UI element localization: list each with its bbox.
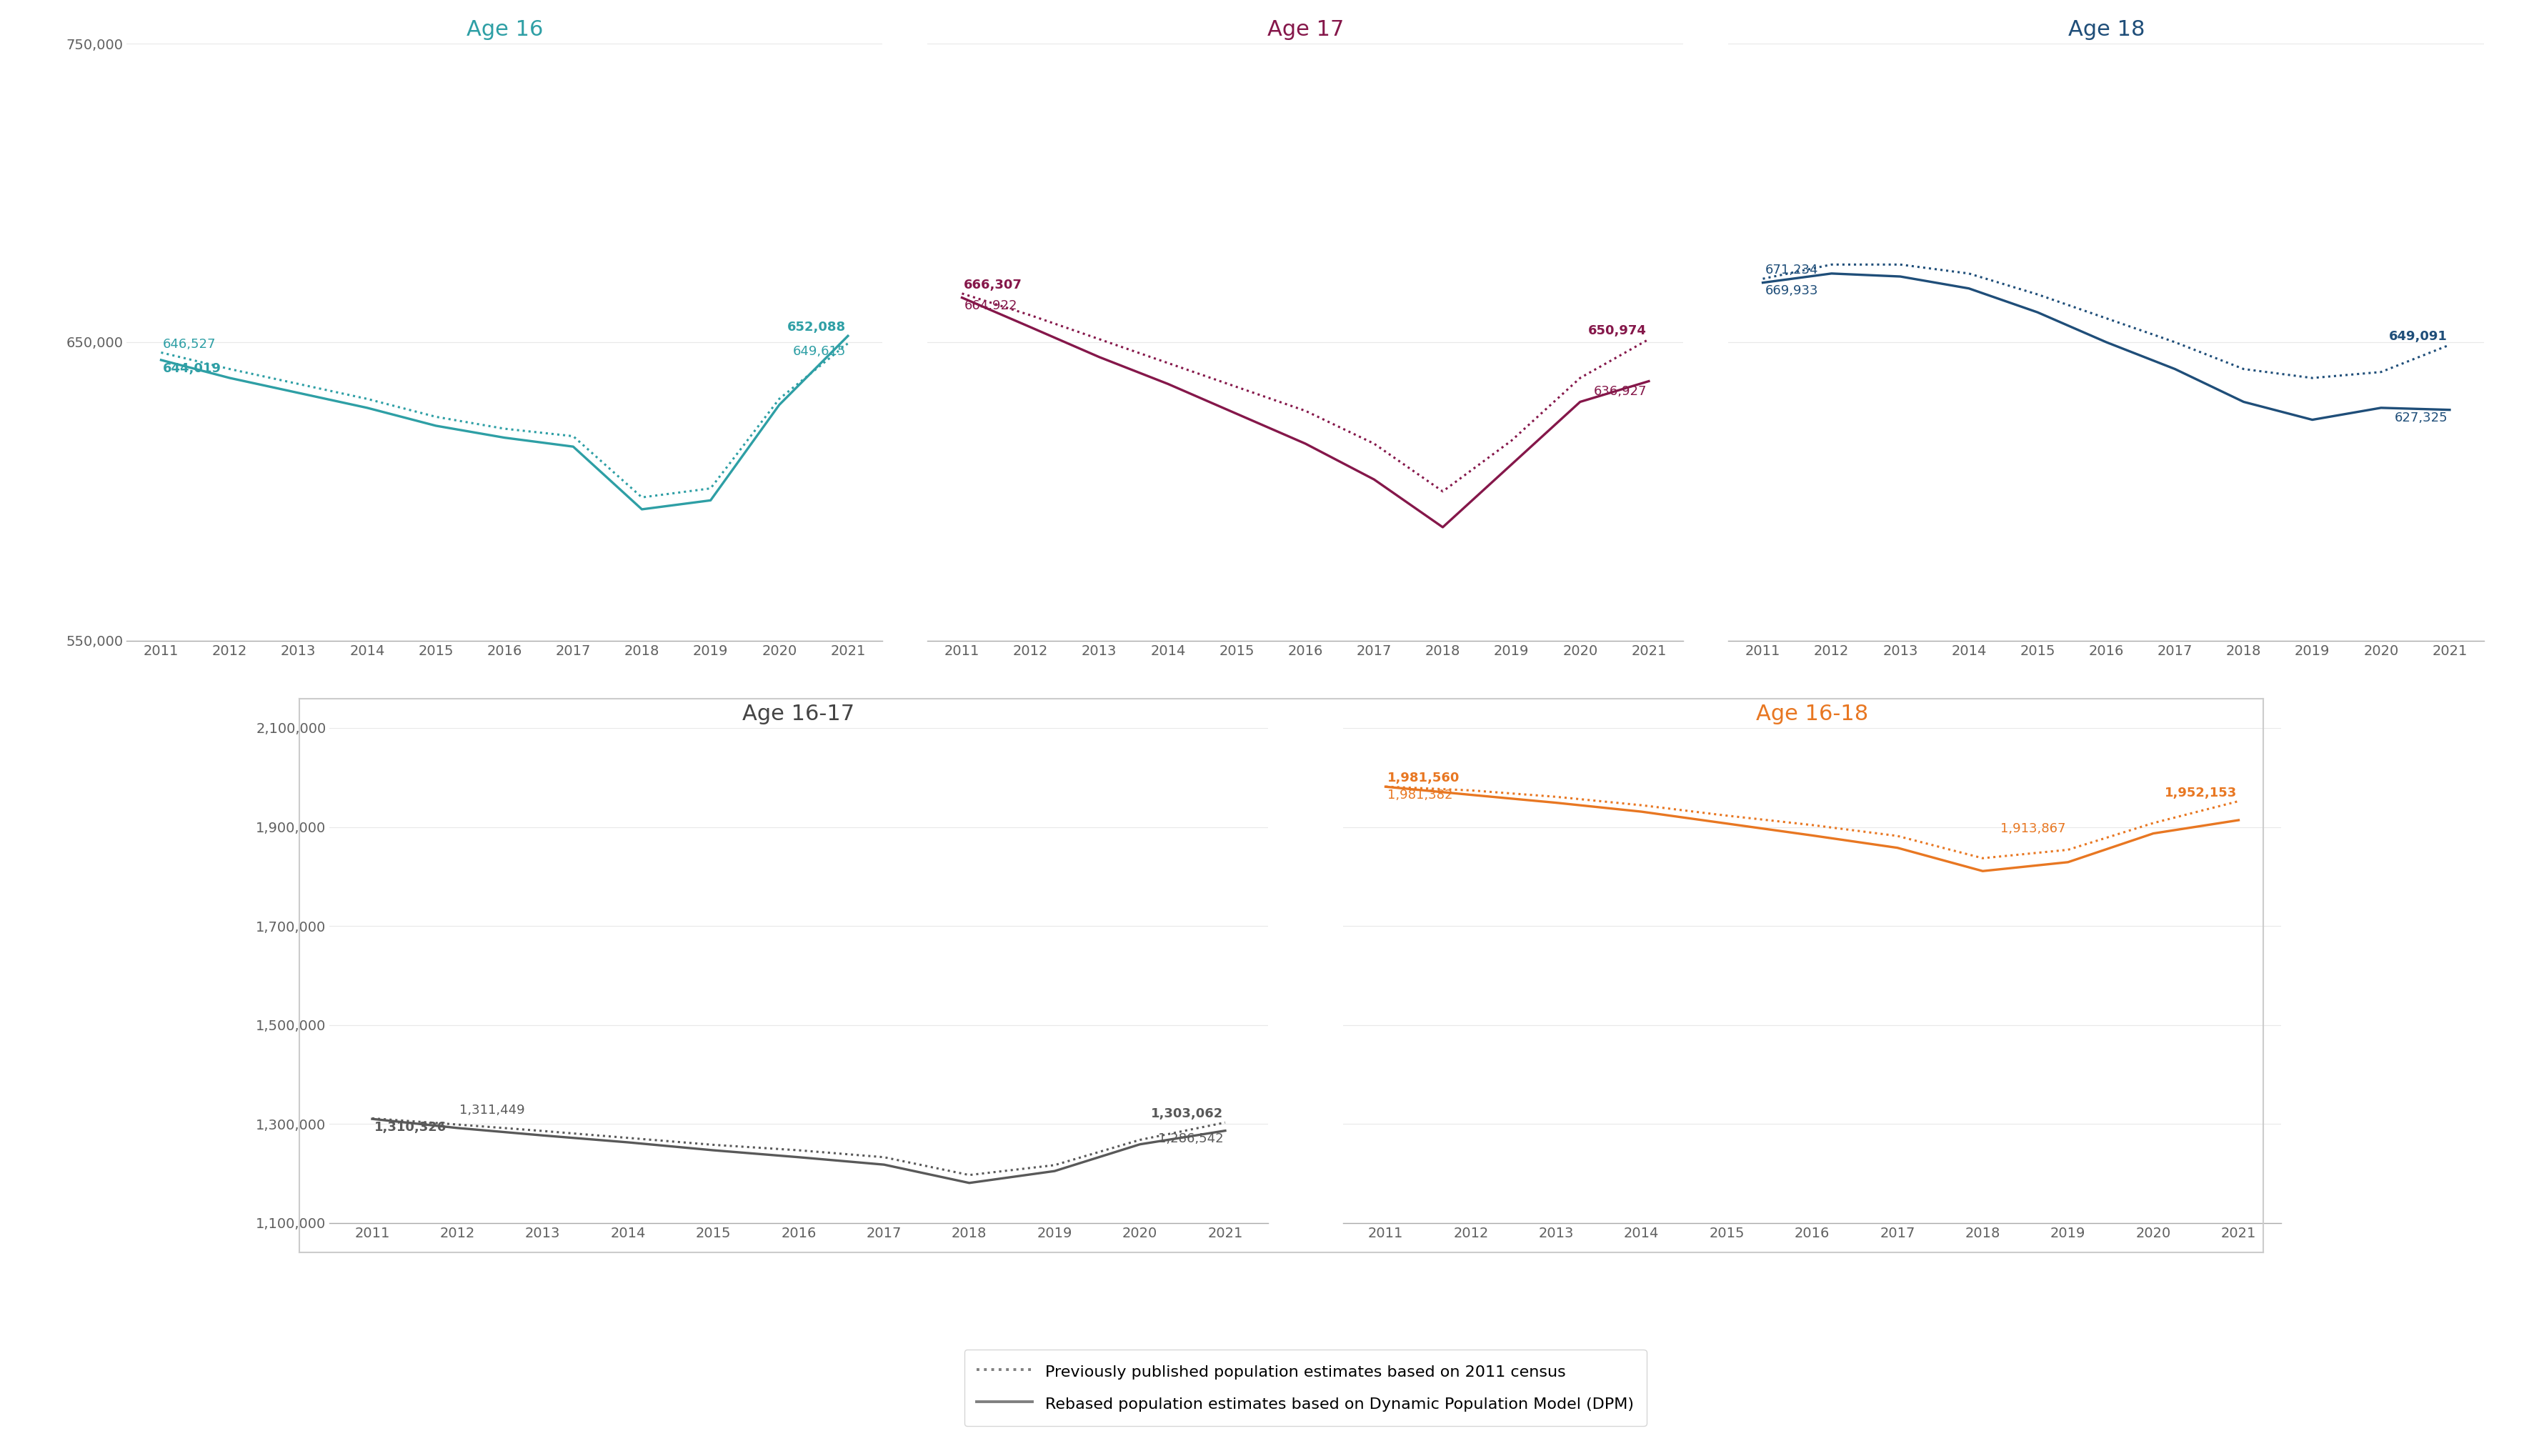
Text: 1,303,062: 1,303,062 [1150, 1108, 1224, 1121]
Text: 650,974: 650,974 [1589, 325, 1647, 338]
Title: Age 16-18: Age 16-18 [1756, 703, 1868, 724]
Text: 666,307: 666,307 [963, 278, 1021, 291]
Text: 627,325: 627,325 [2395, 412, 2448, 425]
Title: Age 16-17: Age 16-17 [742, 703, 854, 724]
Text: 1,310,326: 1,310,326 [375, 1121, 446, 1134]
Title: Age 16: Age 16 [466, 19, 542, 39]
Text: 1,311,449: 1,311,449 [459, 1104, 525, 1117]
Text: 1,913,867: 1,913,867 [1999, 823, 2065, 834]
Text: 1,981,560: 1,981,560 [1386, 772, 1460, 785]
Text: 649,091: 649,091 [2390, 331, 2448, 344]
Text: 664,922: 664,922 [963, 300, 1016, 313]
Text: 646,527: 646,527 [162, 338, 215, 351]
Text: 671,234: 671,234 [1764, 264, 1817, 277]
Text: 652,088: 652,088 [788, 322, 846, 333]
Text: 1,286,542: 1,286,542 [1158, 1133, 1224, 1146]
Text: 644,019: 644,019 [162, 363, 220, 374]
Text: 649,615: 649,615 [793, 345, 846, 358]
Text: 1,952,153: 1,952,153 [2164, 786, 2235, 799]
Text: 669,933: 669,933 [1764, 285, 1817, 297]
Title: Age 18: Age 18 [2068, 19, 2144, 39]
Text: 1,981,382: 1,981,382 [1386, 789, 1452, 802]
Title: Age 17: Age 17 [1267, 19, 1343, 39]
Legend: Previously published population estimates based on 2011 census, Rebased populati: Previously published population estimate… [963, 1350, 1647, 1427]
Text: 636,927: 636,927 [1594, 386, 1647, 397]
